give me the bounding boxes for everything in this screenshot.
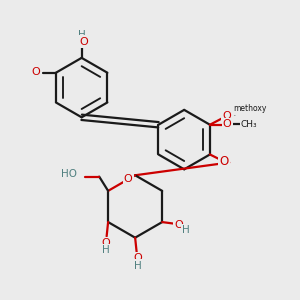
- Text: H: H: [102, 245, 109, 255]
- Text: O: O: [220, 155, 229, 168]
- Text: O: O: [124, 175, 133, 184]
- Text: methoxy: methoxy: [234, 104, 267, 113]
- Text: O: O: [174, 220, 183, 230]
- Text: O: O: [80, 37, 88, 46]
- Text: O: O: [101, 238, 110, 248]
- Text: CH₃: CH₃: [241, 120, 257, 129]
- Text: O: O: [222, 111, 231, 122]
- Text: H: H: [78, 30, 86, 40]
- Text: O: O: [134, 254, 142, 263]
- Text: H: H: [31, 66, 38, 76]
- Text: O: O: [223, 119, 232, 129]
- Text: O: O: [32, 67, 40, 77]
- Text: HO: HO: [61, 169, 76, 179]
- Text: H: H: [134, 261, 142, 271]
- Text: H: H: [182, 225, 190, 235]
